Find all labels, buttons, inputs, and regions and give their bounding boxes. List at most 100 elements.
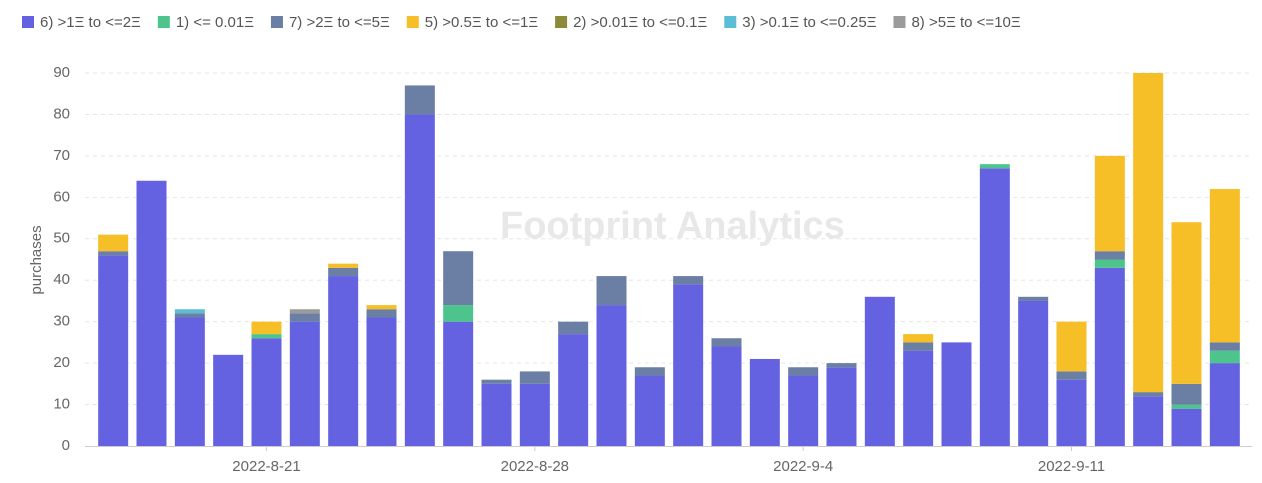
bar-segment: [1094, 155, 1125, 252]
legend-label: 5) >0.5Ξ to <=1Ξ: [425, 14, 539, 31]
legend-swatch: [724, 16, 737, 28]
bar-segment: [749, 358, 780, 446]
bar-segment: [979, 164, 1010, 169]
bar-segment: [788, 367, 819, 376]
legend-swatch: [270, 16, 283, 28]
bar-segment: [903, 342, 934, 351]
bar-segment: [1018, 296, 1049, 301]
legend-label: 2) >0.01Ξ to <=0.1Ξ: [573, 14, 707, 31]
y-tick-label: 40: [53, 271, 70, 288]
bar-segment: [673, 276, 704, 285]
bar-segment: [98, 234, 129, 252]
bar-segment: [1056, 379, 1087, 446]
bar-segment: [1056, 321, 1087, 372]
bar-segment: [941, 342, 972, 446]
bar-segment: [634, 367, 665, 376]
bar-segment: [979, 168, 1010, 447]
bar-segment: [673, 284, 704, 446]
watermark: Footprint Analytics: [500, 205, 845, 247]
x-tick-label: 2022-8-21: [232, 458, 300, 475]
bar-segment: [1209, 342, 1240, 351]
legend-label: 8) >5Ξ to <=10Ξ: [911, 14, 1020, 31]
bar-segment: [1133, 392, 1164, 397]
bar-segment: [251, 321, 282, 335]
bar-segment: [519, 383, 550, 446]
bar-segment: [826, 367, 857, 446]
y-tick-label: 60: [53, 188, 70, 205]
legend-label: 3) >0.1Ξ to <=0.25Ξ: [742, 14, 876, 31]
legend-label: 7) >2Ξ to <=5Ξ: [289, 14, 390, 31]
bar-segment: [174, 313, 205, 318]
bar-segment: [251, 334, 282, 339]
legend-swatch: [157, 16, 170, 28]
legend-label: 1) <= 0.01Ξ: [176, 14, 254, 31]
y-axis-label: purchases: [28, 225, 45, 294]
bar-segment: [174, 309, 205, 314]
x-tick-label: 2022-8-28: [501, 458, 569, 475]
bar-segment: [1094, 267, 1125, 446]
y-tick-label: 70: [53, 147, 70, 164]
bar-segment: [903, 350, 934, 446]
bar-segment: [519, 371, 550, 384]
y-tick-label: 0: [62, 437, 70, 454]
bar-segment: [481, 379, 512, 384]
legend-swatch: [893, 16, 906, 28]
bar-segment: [404, 85, 435, 115]
legend-swatch: [555, 16, 568, 28]
bar-segment: [443, 251, 474, 306]
bar-segment: [366, 317, 397, 446]
bar-segment: [443, 321, 474, 446]
bar-segment: [788, 375, 819, 446]
bar-segment: [1209, 189, 1240, 343]
bar-segment: [1209, 350, 1240, 364]
bar-segment: [558, 334, 589, 446]
bar-segment: [174, 317, 205, 446]
bar-segment: [558, 321, 589, 335]
bar-segment: [366, 305, 397, 310]
bar-segment: [1171, 222, 1202, 384]
bar-segment: [481, 383, 512, 446]
bar-segment: [596, 276, 627, 306]
legend-label: 6) >1Ξ to <=2Ξ: [40, 14, 141, 31]
bar-segment: [1133, 396, 1164, 446]
bar-segment: [596, 305, 627, 446]
bar-segment: [289, 309, 320, 314]
legend-swatch: [406, 16, 419, 28]
bar-segment: [1209, 363, 1240, 446]
bar-segment: [903, 334, 934, 343]
y-tick-label: 20: [53, 354, 70, 371]
y-tick-label: 80: [53, 105, 70, 122]
bar-segment: [404, 114, 435, 446]
bar-segment: [328, 276, 359, 446]
bar-segment: [289, 313, 320, 322]
legend: 6) >1Ξ to <=2Ξ 1) <= 0.01Ξ 7) >2Ξ to <=5Ξ 5…: [22, 14, 1021, 31]
bar-segment: [1171, 383, 1202, 405]
bar-segment: [289, 321, 320, 446]
bar-segment: [366, 309, 397, 318]
y-tick-label: 10: [53, 396, 70, 413]
y-tick-label: 90: [53, 64, 70, 81]
bar-segment: [98, 255, 129, 446]
bar-segment: [711, 346, 742, 446]
bar-segment: [1094, 259, 1125, 268]
y-tick-label: 50: [53, 230, 70, 247]
bar-segment: [251, 338, 282, 446]
bar-segment: [826, 363, 857, 368]
bar-segment: [328, 263, 359, 268]
bar-segment: [634, 375, 665, 446]
bar-segment: [1018, 300, 1049, 446]
bar-segment: [864, 296, 895, 446]
y-tick-label: 30: [53, 313, 70, 330]
bar-segment: [1171, 408, 1202, 446]
x-tick-label: 2022-9-11: [1038, 458, 1105, 475]
bar-segment: [213, 354, 244, 446]
bar-segment: [1171, 404, 1202, 409]
bar-segment: [1056, 371, 1087, 380]
legend-swatch: [22, 16, 34, 28]
bar-segment: [136, 180, 167, 446]
bar-segment: [1133, 73, 1164, 393]
bar-segment: [443, 305, 474, 322]
bar-segment: [328, 267, 359, 277]
bar-segment: [711, 338, 742, 347]
